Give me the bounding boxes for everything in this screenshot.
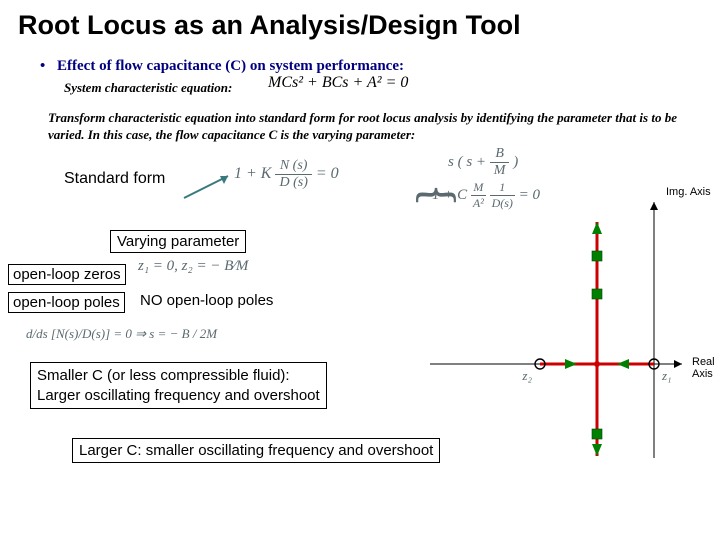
- open-loop-poles-box: open-loop poles: [8, 292, 125, 313]
- conclusion-smaller-c-box: Smaller C (or less compressible fluid): …: [30, 362, 327, 409]
- standard-form-label: Standard form: [64, 170, 165, 188]
- no-open-loop-poles-label: NO open-loop poles: [140, 292, 273, 309]
- system-char-eq-label: System characteristic equation:: [64, 80, 232, 96]
- open-loop-zeros-box: open-loop zeros: [8, 264, 126, 285]
- bullet-line: • Effect of flow capacitance (C) on syst…: [40, 58, 404, 75]
- page-title: Root Locus as an Analysis/Design Tool: [18, 10, 521, 41]
- bullet-text: Effect of flow capacitance (C) on system…: [57, 58, 404, 74]
- standard-form-equation: 1 + K N (s) D (s) = 0: [234, 158, 339, 191]
- root-locus-plot: z₁ z₂: [430, 202, 690, 462]
- varying-parameter-box: Varying parameter: [110, 230, 246, 253]
- char-equation: MCs² + BCs + A² = 0: [268, 74, 408, 92]
- zeros-equation: z₁ = 0, z₂ = − B⁄M: [138, 258, 248, 275]
- numerator-expr: s ( s + BM ): [448, 146, 518, 179]
- derivative-equation: d/ds [N(s)/D(s)] = 0 ⇒ s = − B / 2M: [26, 326, 217, 342]
- arrow-to-eq-icon: [180, 170, 236, 206]
- svg-text:z₁: z₁: [661, 368, 672, 383]
- svg-text:z₂: z₂: [521, 368, 532, 383]
- bullet-dot: •: [40, 58, 45, 74]
- real-axis-label: Real Axis: [692, 356, 715, 380]
- img-axis-label: Img. Axis: [666, 186, 711, 198]
- transform-text: Transform characteristic equation into s…: [48, 110, 700, 144]
- conclusion-larger-c-box: Larger C: smaller oscillating frequency …: [72, 438, 440, 463]
